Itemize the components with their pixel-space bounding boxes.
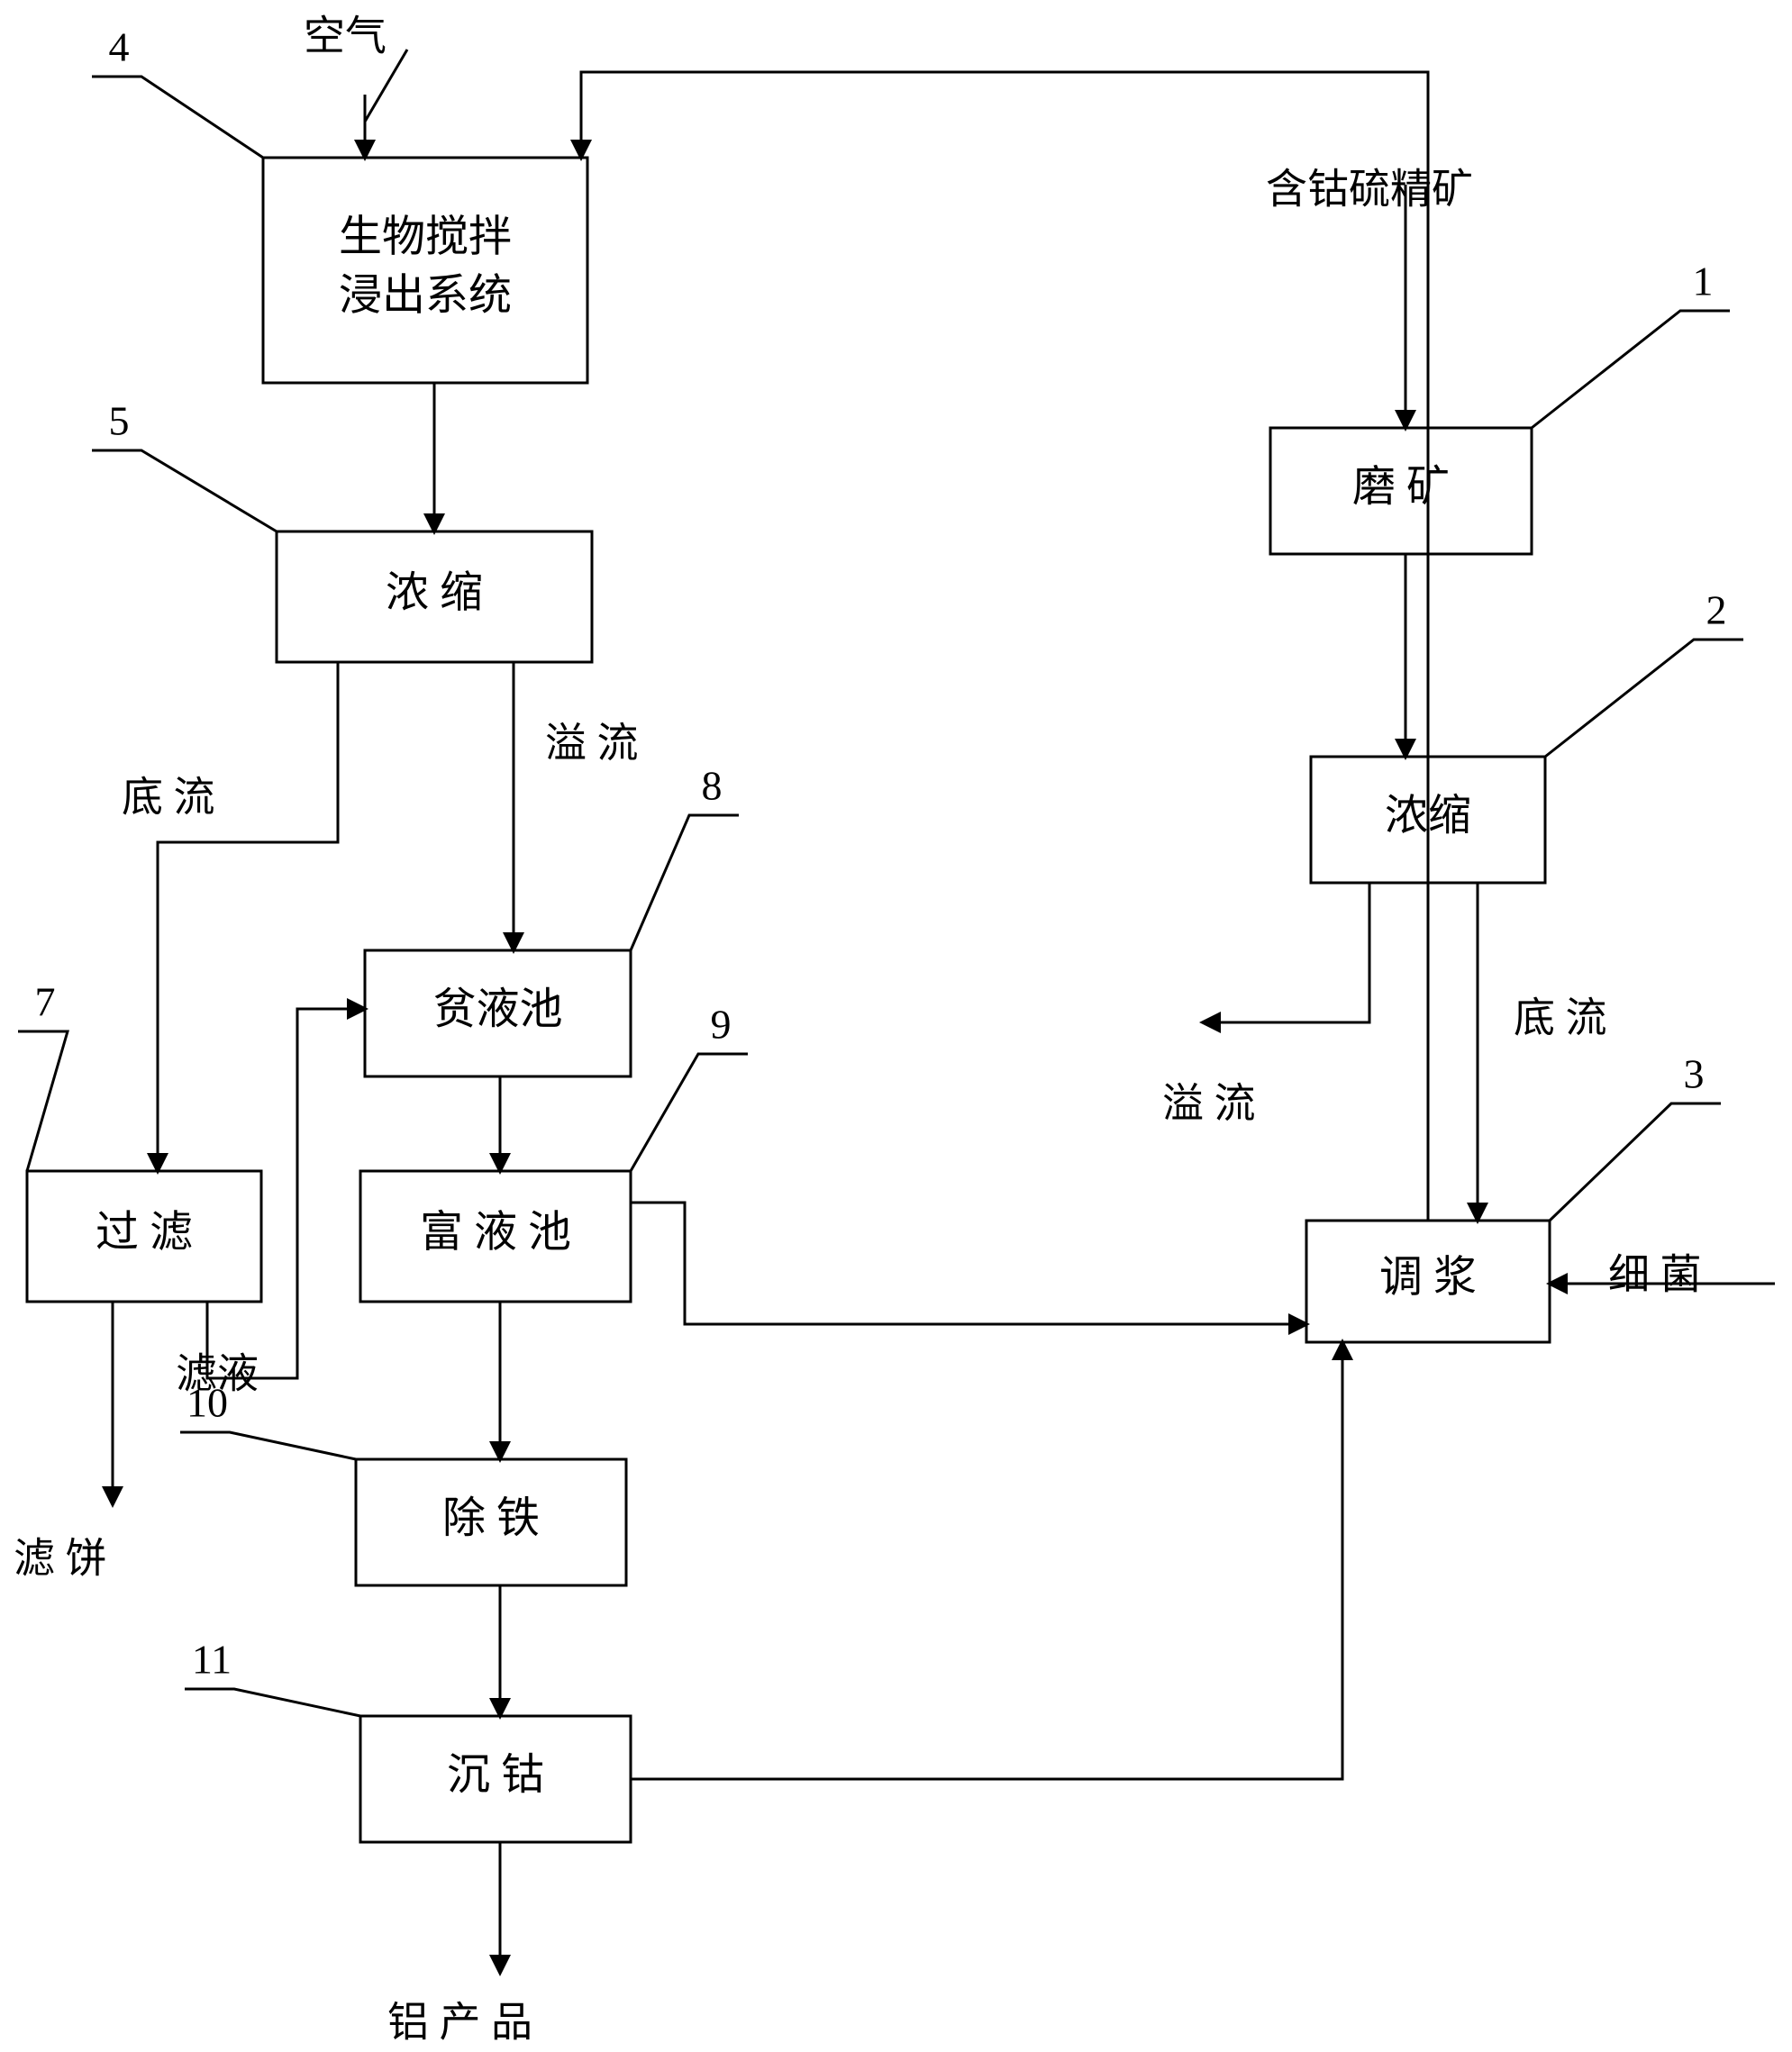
- node-n8: 贫液池 8: [365, 763, 739, 1076]
- edge-label-e_2_3: 底 流: [1514, 995, 1607, 1041]
- callout-leader-n8: [631, 815, 739, 950]
- callout-leader-n1: [1532, 311, 1730, 428]
- callout-leader-n10: [180, 1432, 356, 1459]
- edge-label-e_11_prod: 铝 产 品: [387, 2000, 532, 2046]
- callout-number-n2: 2: [1706, 587, 1727, 633]
- node-n4: 生物搅拌浸出系统 4 空气: [92, 14, 587, 383]
- callout-number-n7: 7: [35, 979, 56, 1025]
- edge-label-e_7_cake: 滤 饼: [14, 1536, 107, 1582]
- callout-number-n3: 3: [1684, 1051, 1705, 1097]
- edge-e_11_3: [631, 1342, 1342, 1779]
- edges-layer: 含钴硫精矿溢 流底 流细 菌溢 流底 流滤 饼滤液铝 产 品: [14, 72, 1775, 2046]
- node-n10: 除 铁 10: [180, 1380, 626, 1585]
- edge-label-e_5_7: 底 流: [122, 775, 215, 821]
- node-box-n4: [263, 158, 587, 383]
- edge-label-e_bact: 细 菌: [1608, 1252, 1702, 1298]
- callout-number-n10: 10: [186, 1380, 228, 1426]
- edge-e_7_8: [207, 1009, 365, 1378]
- node-label-n4-0: 生物搅拌: [339, 213, 512, 261]
- callout-number-n8: 8: [702, 763, 723, 809]
- air-leader: [365, 50, 407, 122]
- edge-e_9_3: [631, 1203, 1306, 1324]
- node-n11: 沉 钴 11: [185, 1637, 631, 1842]
- node-label-n5-0: 浓 缩: [386, 569, 483, 617]
- node-n1: 磨 矿 1: [1270, 259, 1730, 554]
- edge-label-e_2_over: 溢 流: [1162, 1081, 1256, 1127]
- callout-number-n4: 4: [109, 24, 130, 70]
- callout-leader-n5: [92, 450, 277, 531]
- node-label-n9-0: 富 液 池: [420, 1209, 571, 1257]
- node-n2: 浓缩 2: [1311, 587, 1743, 883]
- callout-leader-n2: [1545, 640, 1743, 757]
- callout-number-n11: 11: [192, 1637, 232, 1683]
- node-label-n3-0: 调 浆: [1379, 1254, 1477, 1302]
- edge-e_3_4: [581, 72, 1428, 1221]
- edge-label-e_in_right: 含钴硫精矿: [1266, 167, 1473, 213]
- callout-leader-n3: [1550, 1103, 1721, 1221]
- node-label-n2-0: 浓缩: [1385, 792, 1471, 840]
- callout-number-n9: 9: [711, 1002, 732, 1048]
- edge-e_5_7: [158, 662, 338, 1171]
- callout-leader-n4: [92, 77, 263, 158]
- node-n3: 调 浆 3: [1306, 1051, 1721, 1342]
- node-label-n4-1: 浸出系统: [339, 271, 512, 319]
- callout-leader-n11: [185, 1689, 360, 1716]
- callout-leader-n9: [631, 1054, 748, 1171]
- node-label-n1-0: 磨 矿: [1352, 463, 1450, 511]
- callout-number-n5: 5: [109, 398, 130, 444]
- node-label-n8-0: 贫液池: [432, 985, 562, 1033]
- air-label: 空气: [304, 14, 387, 59]
- edge-label-e_5_8: 溢 流: [545, 721, 639, 767]
- node-n5: 浓 缩 5: [92, 398, 592, 662]
- node-label-n11-0: 沉 钴: [447, 1751, 544, 1799]
- node-n7: 过 滤 7: [18, 979, 261, 1302]
- node-n9: 富 液 池 9: [360, 1002, 748, 1302]
- nodes-layer: 磨 矿 1 浓缩 2 调 浆 3 生物搅拌浸出系统 4 空气浓 缩 5 过 滤 7 贫液池 8 富 液 池 9…: [18, 14, 1743, 1842]
- node-label-n10-0: 除 铁: [442, 1494, 540, 1542]
- callout-leader-n7: [18, 1031, 68, 1171]
- edge-e_2_over: [1203, 883, 1369, 1022]
- callout-number-n1: 1: [1693, 259, 1714, 304]
- node-label-n7-0: 过 滤: [96, 1209, 193, 1257]
